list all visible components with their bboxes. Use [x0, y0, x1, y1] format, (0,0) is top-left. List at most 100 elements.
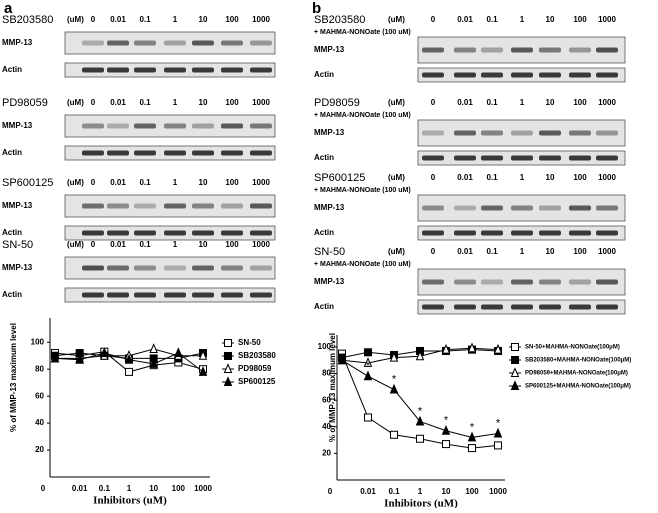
- x-tick-label: 0: [328, 487, 333, 496]
- marker: [441, 343, 451, 354]
- legend-label: SN-50+MAHMA-NONOate(100μM): [525, 345, 620, 351]
- inhibitor-name: SN-50: [2, 239, 33, 251]
- concentration: 0.1: [486, 173, 498, 182]
- y-tick-label: 20: [322, 449, 331, 458]
- band: [82, 265, 104, 271]
- band: [250, 150, 272, 156]
- band: [596, 72, 618, 78]
- concentration: 1000: [252, 98, 270, 107]
- x-tick-label: 0.1: [388, 487, 400, 496]
- concentration: 100: [573, 247, 587, 256]
- concentration: 1000: [598, 173, 616, 182]
- band: [250, 203, 272, 209]
- concentration: 100: [573, 173, 587, 182]
- concentration: 10: [199, 15, 208, 24]
- band: [454, 47, 476, 53]
- concentration: 0.01: [457, 247, 473, 256]
- band: [539, 155, 561, 161]
- band: [250, 230, 272, 236]
- row-label: MMP-13: [314, 277, 345, 286]
- concentration: 0: [431, 98, 436, 107]
- band: [192, 203, 214, 209]
- band: [134, 230, 156, 236]
- x-tick-label: 1: [127, 484, 132, 493]
- concentration: 1: [520, 98, 525, 107]
- band: [596, 205, 618, 211]
- band: [596, 304, 618, 310]
- band: [596, 155, 618, 161]
- inhibitor-name: SB203580: [314, 14, 365, 26]
- band: [107, 265, 129, 271]
- inhibitor-name: PD98059: [2, 97, 48, 109]
- band: [539, 47, 561, 53]
- band: [481, 205, 503, 211]
- band: [511, 72, 533, 78]
- x-tick-label: 0.01: [72, 484, 88, 493]
- band: [192, 40, 214, 46]
- marker: [50, 352, 60, 363]
- x-tick-label: 0.01: [360, 487, 376, 496]
- marker: [415, 415, 425, 426]
- row-label: Actin: [314, 228, 334, 237]
- x-tick-label: 1000: [489, 487, 507, 496]
- band: [134, 40, 156, 46]
- band: [569, 155, 591, 161]
- legend-label: SB203580: [238, 351, 276, 360]
- band: [250, 265, 272, 271]
- band: [422, 230, 444, 236]
- marker: [467, 431, 477, 442]
- marker: [364, 413, 372, 422]
- blot: [64, 114, 276, 138]
- concentration: 0.01: [110, 98, 126, 107]
- blot: [64, 31, 276, 55]
- marker: [441, 425, 451, 435]
- band: [539, 279, 561, 285]
- concentration: 1000: [598, 98, 616, 107]
- concentration: 0.01: [457, 98, 473, 107]
- y-axis-title: % of MMP-13 maximum level: [9, 323, 18, 432]
- marker: [468, 444, 476, 453]
- inhibitor-name: PD98059: [314, 97, 360, 109]
- band: [107, 150, 129, 156]
- legend-label: SP600125: [238, 377, 276, 386]
- unit-label: (uM): [388, 98, 405, 107]
- band: [164, 123, 186, 129]
- x-tick-label: 10: [442, 487, 451, 496]
- marker: [100, 347, 109, 358]
- concentration: 10: [199, 98, 208, 107]
- blot: [417, 119, 626, 147]
- band: [422, 47, 444, 53]
- y-tick-label: 40: [322, 422, 331, 431]
- concentration: 10: [546, 247, 555, 256]
- band: [422, 155, 444, 161]
- row-label: MMP-13: [2, 38, 33, 47]
- concentration: 0.1: [139, 98, 151, 107]
- marker: [389, 351, 399, 362]
- concentration: 1000: [252, 15, 270, 24]
- concentration: 1000: [252, 178, 270, 187]
- band: [164, 203, 186, 209]
- band: [454, 72, 476, 78]
- band: [511, 279, 533, 285]
- unit-label: (uM): [388, 173, 405, 182]
- band: [569, 130, 591, 136]
- band: [481, 47, 503, 53]
- marker: [198, 349, 208, 360]
- marker: [149, 358, 158, 368]
- band: [221, 67, 243, 73]
- band: [82, 67, 104, 73]
- band: [107, 123, 129, 129]
- row-label: MMP-13: [314, 203, 345, 212]
- y-tick-label: 60: [322, 395, 331, 404]
- row-label: MMP-13: [2, 263, 33, 272]
- concentration: 0.01: [457, 15, 473, 24]
- x-tick-label: 1: [418, 487, 423, 496]
- x-tick-label: 1000: [194, 484, 212, 493]
- band: [134, 123, 156, 129]
- band: [82, 203, 104, 209]
- unit-label: (uM): [67, 98, 84, 107]
- band: [221, 230, 243, 236]
- legend-label: SB203580+MAHMA-NONOate(100μM): [525, 358, 631, 364]
- row-label: Actin: [314, 153, 334, 162]
- band: [164, 67, 186, 73]
